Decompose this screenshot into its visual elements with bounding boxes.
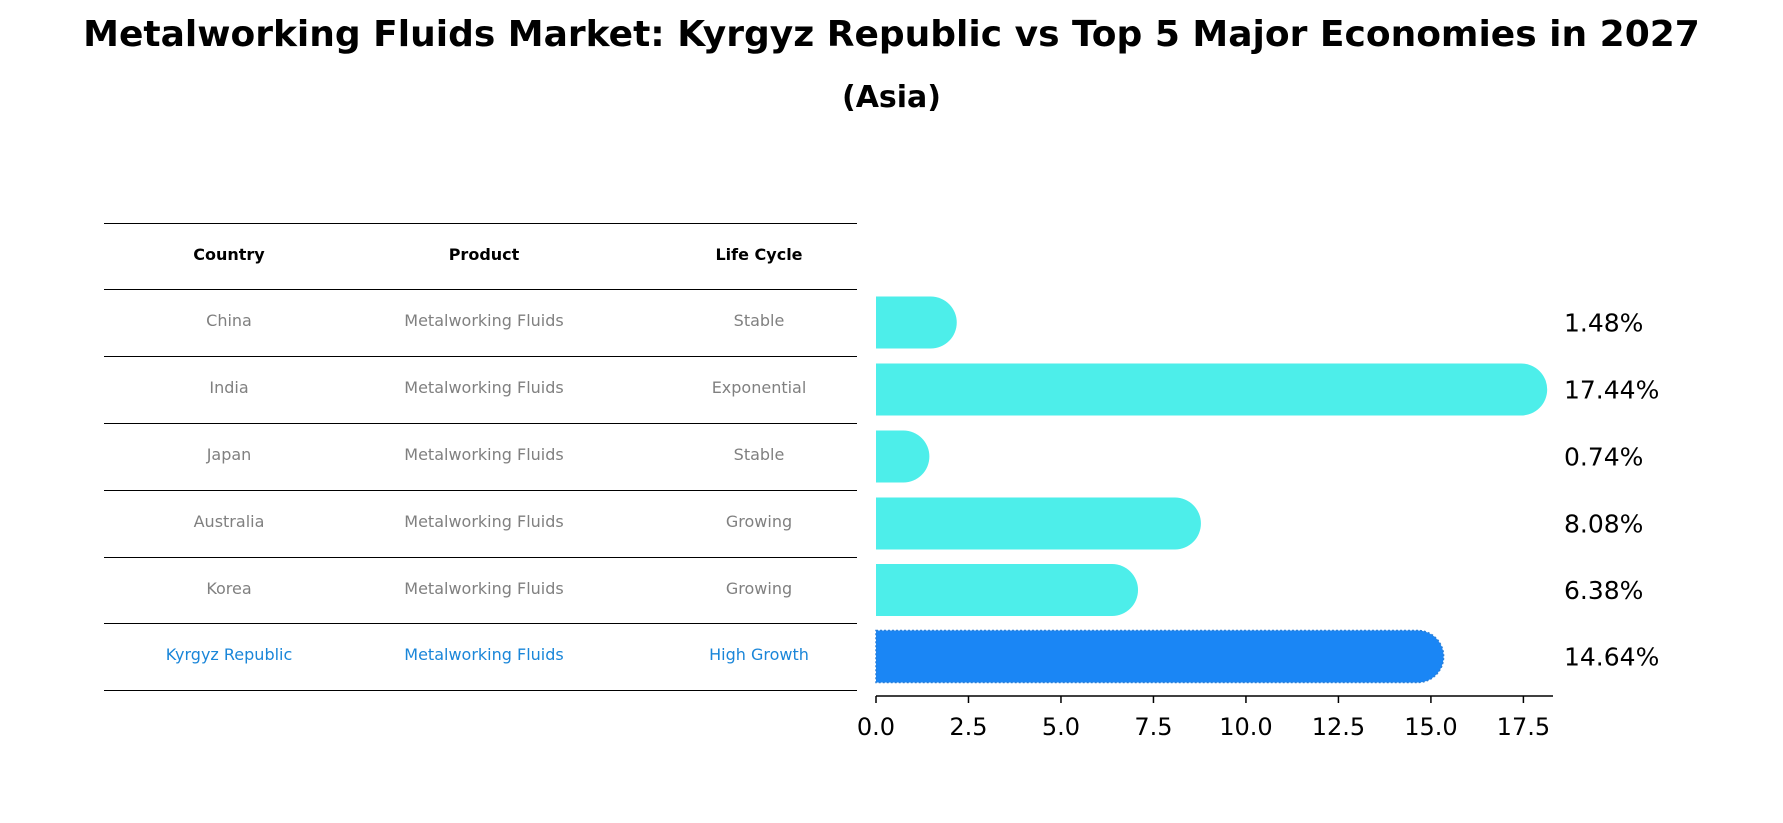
cell-product: Metalworking Fluids [404, 645, 564, 664]
cell-life-cycle: Growing [725, 579, 793, 598]
cell-life-cycle: Exponential [711, 378, 807, 397]
bar-china [876, 296, 957, 349]
table-row-highlight: Kyrgyz Republic Metalworking Fluids High… [104, 623, 857, 690]
table-rule [104, 490, 857, 491]
cell-product: Metalworking Fluids [404, 512, 564, 531]
x-tick-label: 10.0 [1219, 713, 1272, 741]
cell-life-cycle: Stable [733, 311, 785, 330]
table-header-row: Country Product Life Cycle [104, 223, 857, 289]
bar-india [876, 363, 1548, 416]
x-tick-label: 15.0 [1404, 713, 1457, 741]
cell-life-cycle: Stable [733, 445, 785, 464]
header-product: Product [448, 245, 520, 264]
bar-japan [876, 430, 930, 483]
x-tick-label: 5.0 [1042, 713, 1080, 741]
cell-country: Australia [193, 512, 265, 531]
chart-title: Metalworking Fluids Market: Kyrgyz Repub… [83, 14, 1700, 55]
cell-country: Korea [206, 579, 252, 598]
table-rule [104, 557, 857, 558]
bar-value-label: 6.38% [1564, 576, 1643, 605]
table-row: Korea Metalworking Fluids Growing [104, 557, 857, 623]
cell-country: Kyrgyz Republic [165, 645, 293, 664]
cell-product: Metalworking Fluids [404, 378, 564, 397]
bar-value-label: 14.64% [1564, 643, 1659, 672]
cell-country: India [209, 378, 249, 397]
bar-value-label: 0.74% [1564, 443, 1643, 472]
cell-product: Metalworking Fluids [404, 445, 564, 464]
table-rule [104, 356, 857, 357]
table-row: China Metalworking Fluids Stable [104, 289, 857, 356]
cell-life-cycle: Growing [725, 512, 793, 531]
table-row: Japan Metalworking Fluids Stable [104, 423, 857, 490]
table-rule [104, 289, 857, 290]
x-tick-label: 12.5 [1312, 713, 1365, 741]
table-row: India Metalworking Fluids Exponential [104, 356, 857, 423]
bar-value-label: 8.08% [1564, 510, 1643, 539]
chart-subtitle: (Asia) [841, 80, 942, 115]
table-rule [104, 690, 857, 691]
bar-value-label: 1.48% [1564, 309, 1643, 338]
x-tick-label: 17.5 [1497, 713, 1550, 741]
x-tick-label: 7.5 [1134, 713, 1172, 741]
table-row: Australia Metalworking Fluids Growing [104, 490, 857, 557]
cell-product: Metalworking Fluids [404, 579, 564, 598]
table-rule [104, 623, 857, 624]
cell-country: China [206, 311, 252, 330]
x-tick-label: 2.5 [949, 713, 987, 741]
cell-life-cycle: High Growth [709, 645, 809, 664]
bar-korea [876, 564, 1139, 616]
cell-country: Japan [206, 445, 252, 464]
table-rule [104, 423, 857, 424]
header-country: Country [193, 245, 265, 264]
bar-kyrgyz-republic [875, 629, 1445, 684]
x-tick-label: 0.0 [857, 713, 895, 741]
header-life-cycle: Life Cycle [715, 245, 803, 264]
bar-australia [876, 497, 1201, 550]
table-rule [104, 223, 857, 224]
cell-product: Metalworking Fluids [404, 311, 564, 330]
bar-value-label: 17.44% [1564, 376, 1659, 405]
